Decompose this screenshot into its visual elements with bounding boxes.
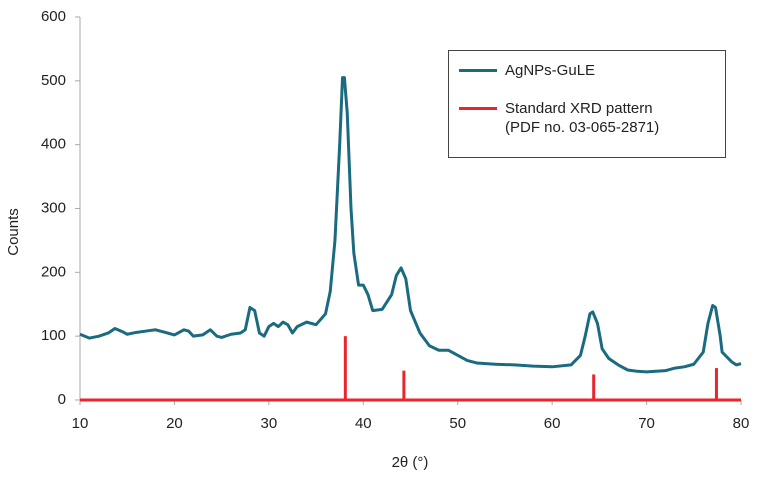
x-tick-label: 40 (355, 415, 372, 432)
x-tick-label: 60 (544, 415, 561, 432)
legend-entry: Standard XRD pattern (PDF no. 03-065-287… (459, 99, 659, 137)
y-tick-label: 0 (58, 391, 66, 408)
y-tick-label: 200 (41, 263, 66, 280)
x-tick-label: 80 (733, 415, 750, 432)
y-axis-label: Counts (5, 208, 22, 256)
legend-entry: AgNPs-GuLE (459, 61, 595, 80)
legend-swatch (459, 69, 497, 72)
data-line (79, 76, 742, 374)
y-tick-label: 600 (41, 8, 66, 25)
x-tick-label: 10 (72, 415, 89, 432)
legend-label: Standard XRD pattern (PDF no. 03-065-287… (505, 100, 660, 136)
x-tick-label: 30 (261, 415, 278, 432)
legend: AgNPs-GuLE Standard XRD pattern (PDF no. … (448, 50, 726, 158)
x-tick-label: 50 (449, 415, 466, 432)
y-tick-label: 400 (41, 136, 66, 153)
x-axis-label: 2θ (°) (392, 454, 429, 471)
legend-swatch (459, 107, 497, 110)
y-tick-label: 300 (41, 199, 66, 216)
legend-label: AgNPs-GuLE (505, 62, 596, 79)
y-tick-label: 500 (41, 72, 66, 89)
y-tick-label: 100 (41, 327, 66, 344)
x-tick-label: 20 (166, 415, 183, 432)
x-tick-label: 70 (638, 415, 655, 432)
